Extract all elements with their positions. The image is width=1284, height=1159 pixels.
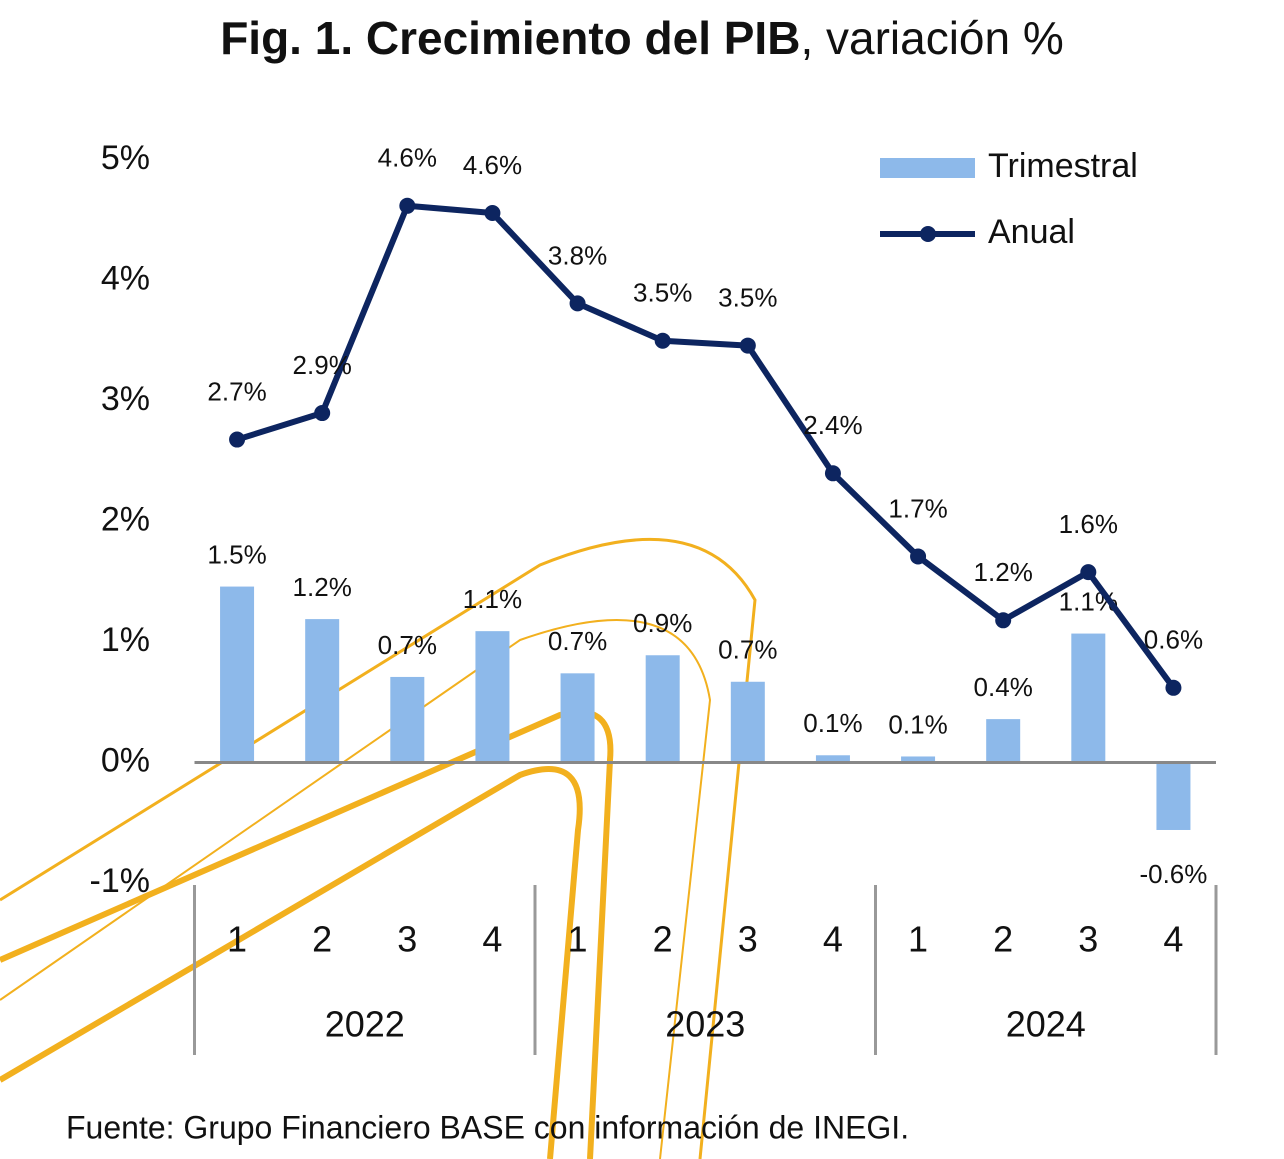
legend-label: Trimestral — [988, 147, 1138, 185]
bar — [1156, 762, 1191, 830]
value-label: 1.2% — [974, 557, 1033, 587]
legend-label: Anual — [988, 213, 1075, 251]
value-label: 0.7% — [718, 635, 777, 665]
point — [654, 332, 671, 349]
bar — [390, 676, 425, 763]
subtitle: , variación % — [800, 12, 1063, 64]
point — [484, 205, 501, 222]
x-tick-label: 3 — [397, 919, 417, 960]
point — [229, 431, 246, 448]
bar — [305, 619, 340, 763]
y-tick-label: 5% — [101, 139, 150, 177]
x-tick-label: 3 — [1078, 919, 1098, 960]
group-label: 2022 — [325, 1004, 405, 1045]
value-label: 1.6% — [1059, 509, 1118, 539]
point — [824, 465, 841, 482]
line — [236, 202, 1176, 690]
point — [739, 337, 756, 354]
y-tick-label: 4% — [101, 259, 150, 297]
x-tick-label: 3 — [738, 919, 758, 960]
bar — [901, 756, 936, 763]
bar — [560, 673, 595, 763]
value-label: 4.6% — [378, 143, 437, 173]
bar — [220, 586, 255, 763]
value-label: 2.7% — [207, 376, 266, 406]
value-label: -0.6% — [1139, 859, 1207, 889]
y-tick-label: -1% — [90, 862, 150, 900]
x-tick-label: 1 — [227, 919, 247, 960]
value-label: 3.5% — [718, 282, 777, 312]
point — [399, 197, 416, 214]
value-label: 1.5% — [207, 539, 266, 569]
title: Fig. 1. Crecimiento del PIB — [220, 12, 800, 64]
bar — [815, 755, 850, 763]
group-label: 2023 — [665, 1004, 745, 1045]
point — [995, 612, 1012, 629]
point — [1080, 564, 1097, 581]
x-tick-label: 1 — [908, 919, 928, 960]
bar — [645, 655, 680, 763]
y-tick-label: 1% — [101, 621, 150, 659]
value-label: 0.6% — [1144, 625, 1203, 655]
x-tick-label: 4 — [823, 919, 843, 960]
y-tick-label: 3% — [101, 380, 150, 418]
x-tick-label: 4 — [1163, 919, 1183, 960]
value-label: 0.9% — [633, 608, 692, 638]
value-label: 0.7% — [548, 626, 607, 656]
source: Fuente: Grupo Financiero BASE con inform… — [66, 1109, 909, 1145]
group-label: 2024 — [1006, 1004, 1086, 1045]
value-label: 2.4% — [803, 410, 862, 440]
point — [910, 548, 927, 565]
point — [569, 295, 586, 312]
value-label: 0.1% — [888, 709, 947, 739]
value-label: 0.7% — [378, 630, 437, 660]
bar — [1071, 633, 1106, 763]
value-label: 1.2% — [293, 572, 352, 602]
value-label: 4.6% — [463, 150, 522, 180]
legend-swatch — [880, 158, 975, 178]
value-label: 3.5% — [633, 278, 692, 308]
x-tick-label: 4 — [482, 919, 502, 960]
bar — [730, 681, 765, 763]
y-tick-label: 0% — [101, 741, 150, 779]
value-label: 2.9% — [293, 350, 352, 380]
x-tick-label: 2 — [993, 919, 1013, 960]
point — [1165, 679, 1182, 696]
bar — [475, 631, 510, 763]
legend-swatch — [920, 226, 936, 242]
x-tick-label: 2 — [312, 919, 332, 960]
bar — [986, 719, 1021, 763]
point — [314, 405, 331, 422]
value-label: 3.8% — [548, 240, 607, 270]
x-tick-label: 2 — [653, 919, 673, 960]
y-tick-label: 2% — [101, 500, 150, 538]
value-label: 1.1% — [463, 584, 522, 614]
value-label: 0.4% — [974, 672, 1033, 702]
chart-title: Fig. 1. Crecimiento del PIB, variación % — [220, 12, 1064, 64]
value-label: 0.1% — [803, 708, 862, 738]
value-label: 1.7% — [888, 493, 947, 523]
x-tick-label: 1 — [568, 919, 588, 960]
